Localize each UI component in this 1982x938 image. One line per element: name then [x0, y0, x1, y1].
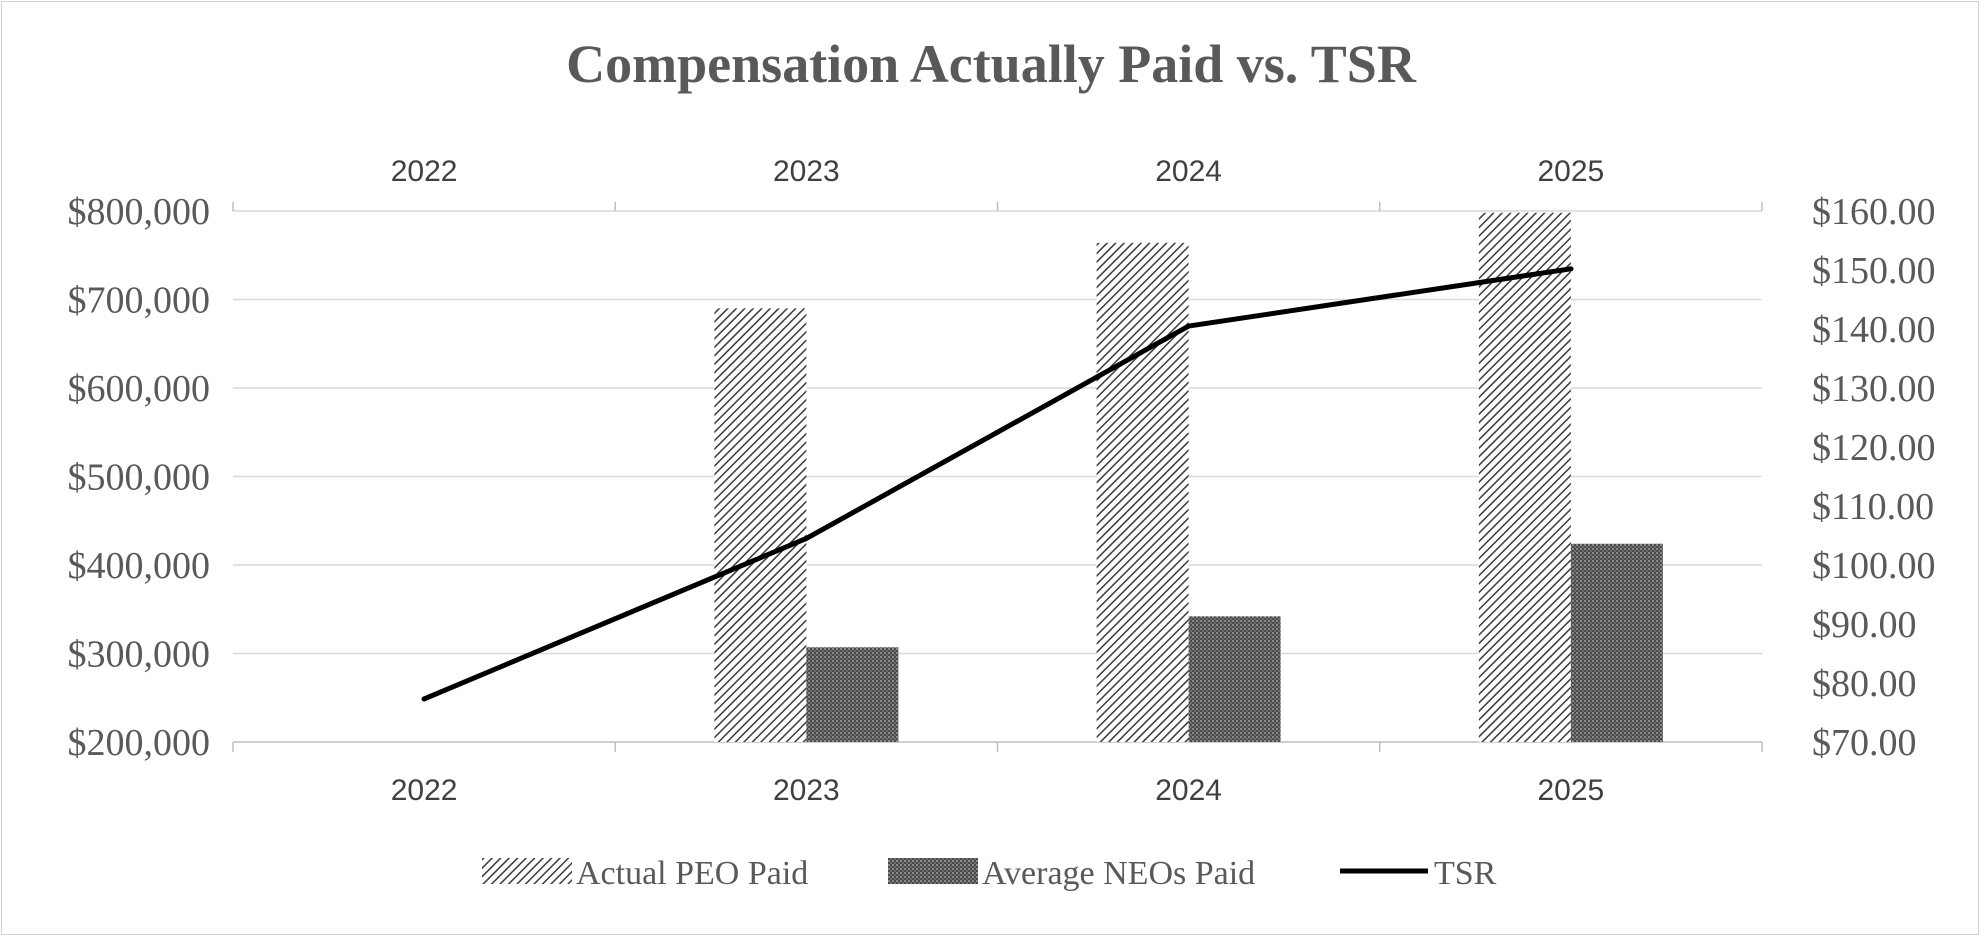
bar-average-neos-paid-2025	[1570, 543, 1663, 742]
top-axis-tick-label: 2022	[391, 155, 458, 188]
bar-actual-peo-paid-2024	[1096, 242, 1189, 743]
tsr-point-2025	[1568, 266, 1574, 272]
bottom-axis-tick-label: 2025	[1538, 774, 1605, 807]
legend: Actual PEO Paid Average NEOs Paid TSR	[482, 855, 1497, 892]
left-axis-tick-label: $500,000	[68, 457, 211, 499]
legend-label-tsr: TSR	[1434, 855, 1497, 892]
chart-title: Compensation Actually Paid vs. TSR	[566, 34, 1417, 94]
legend-swatch-average-neos-paid	[888, 858, 978, 884]
right-axis-tick-label: $80.00	[1812, 663, 1917, 705]
right-axis-tick-label: $140.00	[1812, 309, 1936, 351]
bar-actual-peo-paid-2023	[714, 308, 807, 742]
right-axis-tick-label: $130.00	[1812, 368, 1936, 410]
left-axis-ticks: $200,000 $300,000 $400,000 $500,000 $600,000…	[68, 191, 211, 764]
bar-average-neos-paid-2024	[1188, 616, 1281, 742]
bar-actual-peo-paid-2025	[1478, 212, 1571, 742]
legend-swatch-actual-peo-paid	[482, 858, 572, 884]
right-axis-tick-label: $70.00	[1812, 722, 1917, 764]
right-axis-tick-label: $90.00	[1812, 604, 1917, 646]
right-axis-tick-label: $120.00	[1812, 427, 1936, 469]
right-axis-tick-label: $160.00	[1812, 191, 1936, 233]
top-axis-tick-label: 2025	[1538, 155, 1605, 188]
bottom-axis-tick-label: 2022	[391, 774, 458, 807]
top-axis-tick-label: 2024	[1155, 155, 1222, 188]
tsr-point-2022	[421, 696, 427, 702]
right-axis-tick-label: $100.00	[1812, 545, 1936, 587]
tsr-line	[421, 266, 1574, 702]
top-axis-tick-label: 2023	[773, 155, 840, 188]
bars	[714, 212, 1663, 743]
left-axis-tick-label: $800,000	[68, 191, 211, 233]
right-axis-ticks: $70.00 $80.00 $90.00 $100.00 $110.00 $120.00 $…	[1812, 191, 1936, 764]
bottom-axis-ticks: 2022 2023 2024 2025	[391, 774, 1605, 807]
right-axis-tick-label: $150.00	[1812, 250, 1936, 292]
left-axis-tick-label: $300,000	[68, 634, 211, 676]
left-axis-tick-label: $600,000	[68, 368, 211, 410]
legend-label-average-neos-paid: Average NEOs Paid	[982, 855, 1255, 892]
tsr-point-2024	[1186, 323, 1192, 329]
left-axis-tick-label: $200,000	[68, 722, 211, 764]
top-axis-ticks: 2022 2023 2024 2025	[391, 155, 1605, 188]
left-axis-tick-label: $700,000	[68, 280, 211, 322]
right-axis-tick-label: $110.00	[1812, 486, 1934, 528]
legend-label-actual-peo-paid: Actual PEO Paid	[576, 855, 808, 892]
tsr-point-2023	[803, 535, 809, 541]
left-axis-tick-label: $400,000	[68, 545, 211, 587]
bottom-axis-tick-label: 2024	[1155, 774, 1222, 807]
tsr-line-layer	[421, 266, 1574, 702]
bar-average-neos-paid-2023	[806, 647, 899, 742]
bottom-axis-tick-label: 2023	[773, 774, 840, 807]
